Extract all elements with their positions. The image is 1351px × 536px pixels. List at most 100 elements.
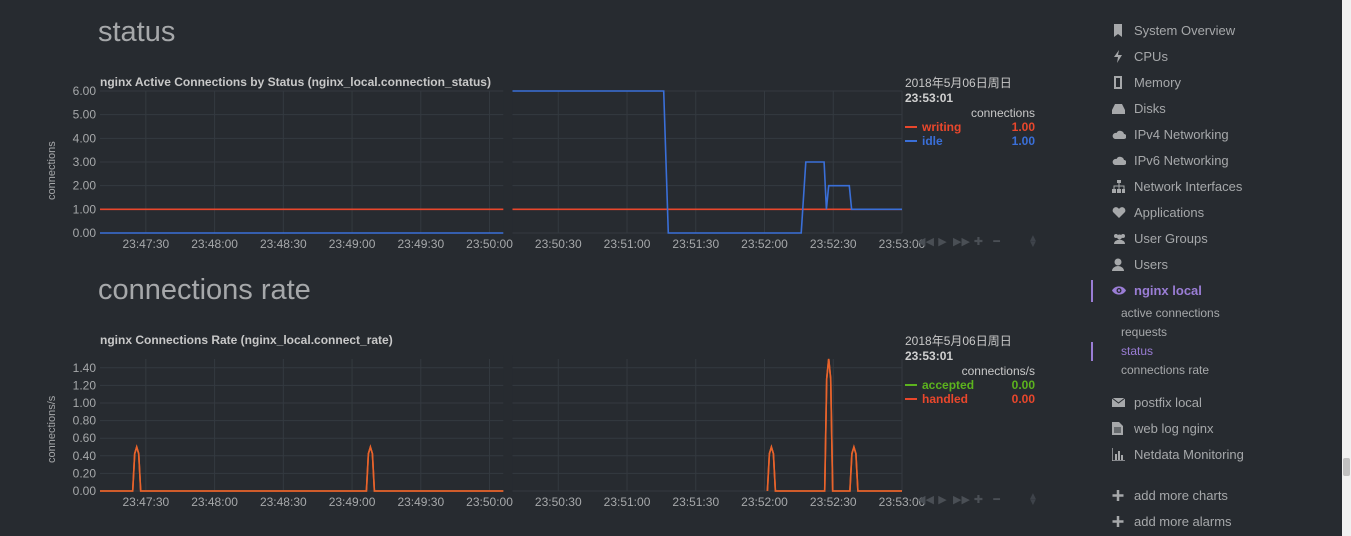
zoom-in-icon[interactable]: ✚ xyxy=(973,494,984,506)
active-subsection-indicator xyxy=(1091,342,1093,361)
eye-icon xyxy=(1112,284,1126,297)
sidebar-item-ipv4-networking[interactable]: IPv4 Networking xyxy=(1112,127,1229,142)
page-scrollbar-thumb[interactable] xyxy=(1343,458,1350,476)
y-tick-label: 0.20 xyxy=(73,466,97,480)
x-tick-label: 23:52:30 xyxy=(810,495,857,509)
bolt-icon xyxy=(1112,50,1125,63)
series-line-handled xyxy=(766,358,902,492)
sidebar-item-applications[interactable]: Applications xyxy=(1112,205,1204,220)
y-tick-label: 0.00 xyxy=(73,484,97,498)
sidebar-item-label: Disks xyxy=(1134,101,1166,116)
sidebar-item-label: IPv4 Networking xyxy=(1134,127,1229,142)
sidebar-item-netdata-monitoring[interactable]: Netdata Monitoring xyxy=(1111,447,1244,462)
legend-row-idle[interactable]: idle 1.00 xyxy=(905,134,1035,148)
sidebar-item-users[interactable]: Users xyxy=(1112,257,1168,272)
sidebar-item-postfix-local[interactable]: postfix local xyxy=(1111,395,1202,410)
x-tick-label: 23:49:00 xyxy=(329,237,376,251)
legend-series-name: accepted xyxy=(922,378,975,392)
x-tick-label: 23:48:00 xyxy=(191,237,238,251)
sidebar-item-label: add more charts xyxy=(1134,488,1228,503)
cloud-icon xyxy=(1112,128,1127,141)
sidebar-item-cpus[interactable]: CPUs xyxy=(1112,49,1168,64)
sitemap-icon xyxy=(1112,180,1125,193)
x-tick-label: 23:51:00 xyxy=(604,495,651,509)
sidebar-item-user-groups[interactable]: User Groups xyxy=(1112,231,1208,246)
sidebar-item-label: postfix local xyxy=(1134,395,1202,410)
x-tick-label: 23:51:00 xyxy=(604,237,651,251)
sidebar-subitem-status[interactable]: status xyxy=(1121,344,1154,358)
sidebar-item-web-log-nginx[interactable]: web log nginx xyxy=(1112,421,1214,436)
sidebar-item-nginx-local[interactable]: nginx local xyxy=(1112,283,1202,298)
sidebar-item-add-more-alarms[interactable]: add more alarms xyxy=(1112,514,1232,529)
sidebar-item-add-more-charts[interactable]: add more charts xyxy=(1112,488,1228,503)
sidebar-item-system-overview[interactable]: System Overview xyxy=(1112,23,1235,38)
y-tick-label: 1.00 xyxy=(73,202,97,216)
legend-swatch xyxy=(905,384,917,386)
x-tick-label: 23:53:00 xyxy=(879,237,926,251)
sidebar-item-label: IPv6 Networking xyxy=(1134,153,1229,168)
legend-series-value: 1.00 xyxy=(1011,134,1035,148)
sidebar-item-label: CPUs xyxy=(1134,49,1168,64)
legend-row-accepted[interactable]: accepted 0.00 xyxy=(905,378,1035,392)
legend-series-name: idle xyxy=(922,134,943,148)
chart-title-connect-rate: nginx Connections Rate (nginx_local.conn… xyxy=(100,333,393,347)
y-tick-label: 1.00 xyxy=(73,396,97,410)
sidebar-subitem-active-connections[interactable]: active connections xyxy=(1121,306,1220,320)
sidebar-item-label: Netdata Monitoring xyxy=(1134,447,1244,462)
zoom-out-icon[interactable]: ━ xyxy=(993,236,1000,248)
sidebar-item-network-interfaces[interactable]: Network Interfaces xyxy=(1112,179,1242,194)
pan-right-icon[interactable]: ▶▶ xyxy=(953,236,970,248)
x-tick-label: 23:48:30 xyxy=(260,495,307,509)
users-icon xyxy=(1112,232,1125,245)
series-line-idle xyxy=(512,90,902,234)
sidebar-item-label: User Groups xyxy=(1134,231,1208,246)
reset-icon[interactable]: ▶ xyxy=(938,236,947,248)
x-tick-label: 23:51:30 xyxy=(672,237,719,251)
sidebar-item-ipv6-networking[interactable]: IPv6 Networking xyxy=(1112,153,1229,168)
legend-series-value: 0.00 xyxy=(1011,378,1035,392)
pan-left-icon[interactable]: ◀◀ xyxy=(917,494,934,506)
x-tick-label: 23:49:00 xyxy=(329,495,376,509)
cloud-icon xyxy=(1112,154,1127,167)
x-tick-label: 23:52:30 xyxy=(810,237,857,251)
y-tick-label: 0.80 xyxy=(73,414,97,428)
x-tick-label: 23:47:30 xyxy=(122,495,169,509)
x-tick-label: 23:47:30 xyxy=(122,237,169,251)
pan-right-icon[interactable]: ▶▶ xyxy=(953,494,970,506)
sidebar-item-memory[interactable]: Memory xyxy=(1112,75,1181,90)
chart-toolbox: ◀◀ ▶ ▶▶ ✚ ━ xyxy=(917,493,1004,506)
resize-handle-icon[interactable]: ▲ ▼ xyxy=(1028,233,1038,250)
x-tick-label: 23:48:30 xyxy=(260,237,307,251)
zoom-out-icon[interactable]: ━ xyxy=(993,494,1000,506)
resize-handle-icon[interactable]: ▲ ▼ xyxy=(1028,491,1038,508)
pan-left-icon[interactable]: ◀◀ xyxy=(917,236,934,248)
chart-legend-status: 2018年5月06日周日 23:53:01 connections writin… xyxy=(905,74,1035,148)
legend-row-writing[interactable]: writing 1.00 xyxy=(905,120,1035,134)
legend-units: connections xyxy=(970,106,1035,120)
legend-swatch xyxy=(905,398,917,400)
y-tick-label: 6.00 xyxy=(73,84,97,98)
series-line-accepted xyxy=(766,358,902,492)
x-tick-label: 23:49:30 xyxy=(397,495,444,509)
legend-swatch xyxy=(905,126,917,128)
x-tick-label: 23:50:00 xyxy=(466,237,513,251)
x-tick-label: 23:50:30 xyxy=(535,237,582,251)
legend-date: 2018年5月06日周日 xyxy=(905,334,1012,348)
file-icon xyxy=(1112,422,1125,435)
sidebar-subitem-connections-rate[interactable]: connections rate xyxy=(1121,363,1210,377)
sidebar-subitem-requests[interactable]: requests xyxy=(1121,325,1168,339)
reset-icon[interactable]: ▶ xyxy=(938,494,947,506)
envelope-icon xyxy=(1111,396,1126,409)
sidebar-item-disks[interactable]: Disks xyxy=(1112,101,1166,116)
zoom-in-icon[interactable]: ✚ xyxy=(973,236,984,248)
memory-icon xyxy=(1112,76,1125,89)
chart-legend-rate: 2018年5月06日周日 23:53:01 connections/s acce… xyxy=(905,332,1035,406)
active-section-indicator xyxy=(1091,280,1093,302)
legend-row-handled[interactable]: handled 0.00 xyxy=(905,392,1035,406)
plus-icon xyxy=(1112,515,1125,528)
page-scrollbar[interactable] xyxy=(1342,0,1351,536)
legend-series-name: handled xyxy=(922,392,969,406)
legend-units: connections/s xyxy=(961,364,1035,378)
